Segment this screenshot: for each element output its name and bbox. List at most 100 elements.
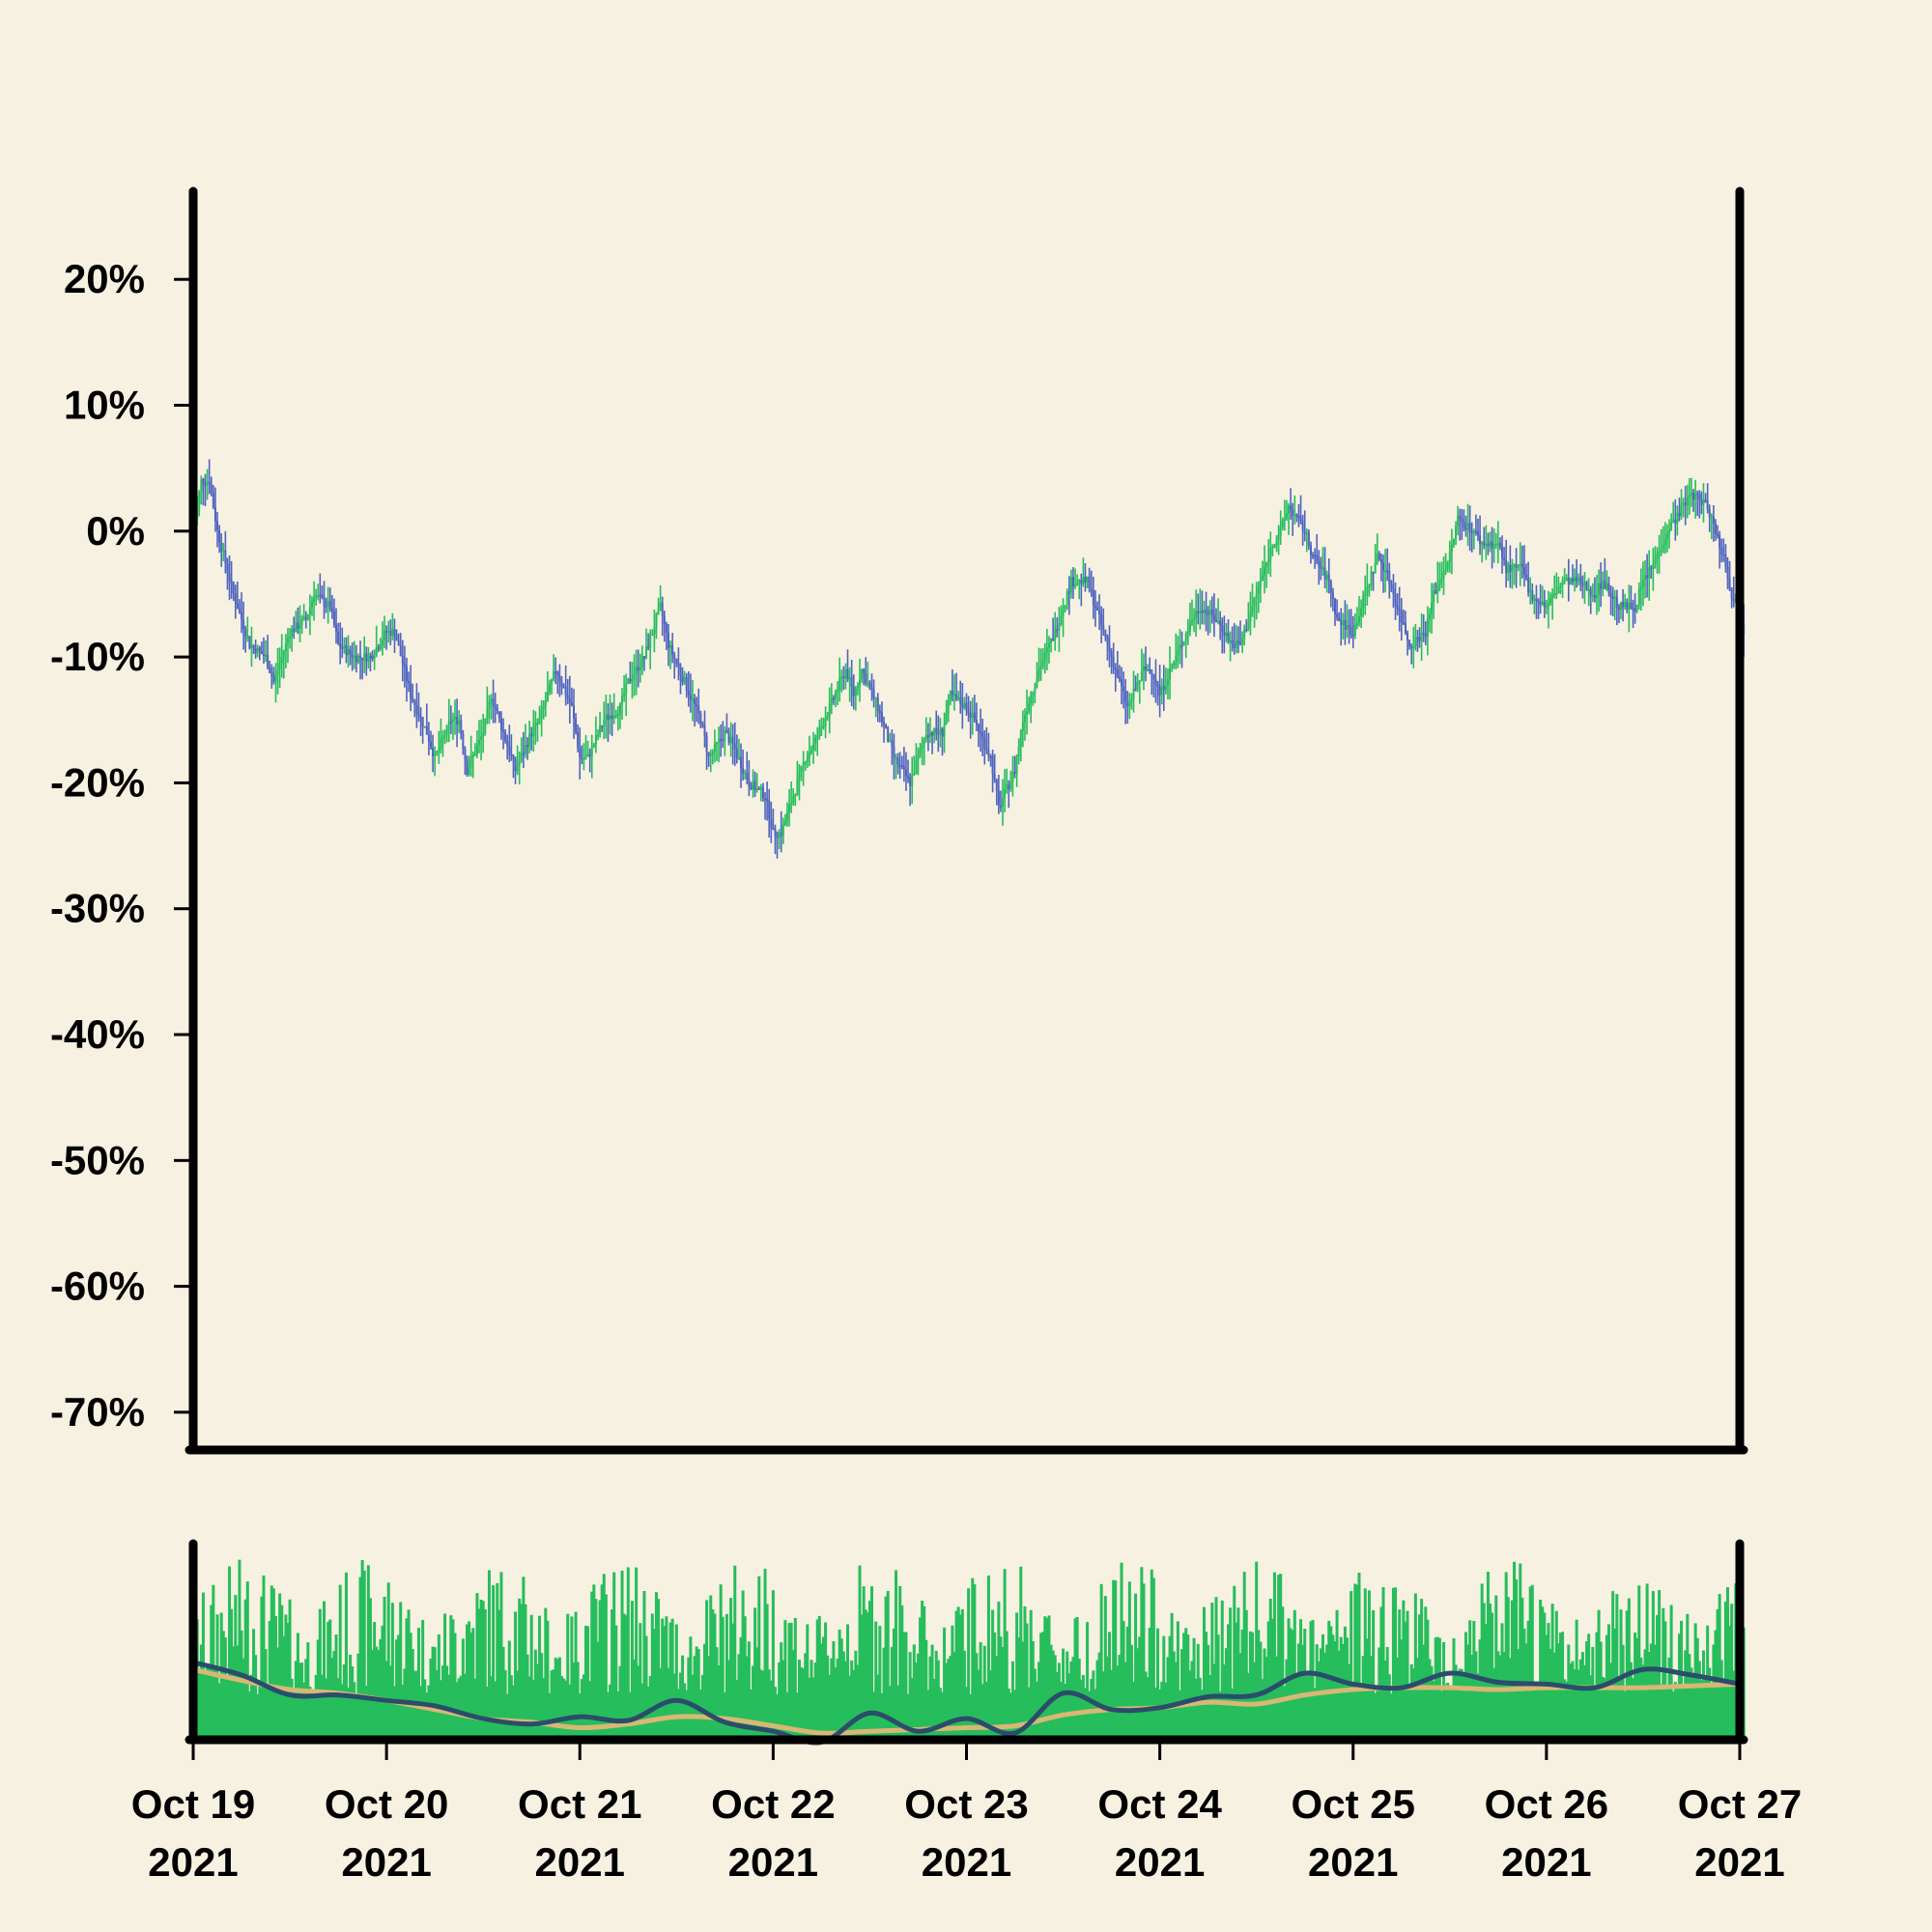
candle-body (1551, 594, 1554, 598)
candle-body (989, 755, 992, 758)
x-tick-label-year: 2021 (1501, 1839, 1591, 1885)
volume-bar (876, 1674, 880, 1740)
volume-bar (516, 1670, 520, 1740)
volume-bar (850, 1660, 854, 1740)
candle-body (1169, 668, 1172, 680)
candle-body (612, 715, 615, 719)
candle-body (381, 639, 384, 645)
candle-body (937, 732, 940, 735)
volume-bar (1007, 1689, 1010, 1740)
candle-body (1541, 601, 1544, 605)
candle-body (562, 686, 565, 689)
y-tick-label: -40% (50, 1011, 145, 1057)
volume-bar (427, 1685, 431, 1740)
candle-body (1665, 533, 1668, 540)
candle-body (744, 772, 747, 775)
volume-bar (1075, 1616, 1079, 1740)
candle-body (276, 669, 279, 674)
volume-bar (1567, 1644, 1571, 1740)
x-tick-label-date: Oct 27 (1678, 1781, 1802, 1827)
volume-bar (1116, 1665, 1120, 1740)
volume-bar (1017, 1637, 1021, 1740)
volume-bar (390, 1603, 394, 1740)
candle-body (300, 618, 303, 626)
candle-body (417, 714, 420, 717)
volume-bar (1482, 1603, 1486, 1740)
candle-body (238, 609, 241, 612)
candle-body (909, 777, 912, 786)
candle-body (1355, 622, 1358, 625)
candle-body (900, 765, 903, 768)
candle-body (679, 667, 682, 675)
volume-bar (1515, 1579, 1519, 1740)
volume-bar (1231, 1688, 1235, 1740)
candle-body (347, 648, 350, 656)
volume-bar (986, 1575, 990, 1740)
volume-bar (497, 1609, 501, 1740)
volume-bar (1690, 1667, 1693, 1740)
candle-body (1404, 623, 1406, 634)
candle-body (955, 694, 958, 699)
candle-body (863, 668, 866, 674)
candle-body (861, 668, 864, 680)
volume-bar (1214, 1597, 1218, 1740)
candle-body (438, 748, 440, 752)
volume-bar (672, 1673, 676, 1740)
volume-bar (771, 1590, 775, 1740)
volume-bar (663, 1626, 667, 1740)
candle-body (1515, 564, 1518, 568)
volume-bar (1502, 1652, 1506, 1740)
volume-bar (1097, 1652, 1101, 1740)
volume-bar (1166, 1657, 1170, 1740)
candle-body (1136, 681, 1139, 690)
candle-body (1476, 531, 1479, 535)
volume-panel: Oct 19 2021 Oct 20 2021 Oct 21 2021 Oct 22 2021… (131, 1539, 1802, 1885)
candle-body (234, 593, 237, 604)
volume-bar (1281, 1606, 1285, 1740)
candle-body (1340, 620, 1343, 626)
volume-bar (832, 1640, 836, 1740)
candle-body (282, 651, 285, 657)
candle-body (780, 832, 782, 837)
volume-bar (1716, 1608, 1719, 1740)
candle-body (1039, 667, 1042, 670)
candle-body (635, 666, 638, 674)
volume-bar (949, 1656, 952, 1740)
candle-body (241, 611, 243, 620)
candle-body (1487, 544, 1490, 547)
volume-bar (535, 1663, 539, 1740)
candle-body (713, 743, 716, 752)
candle-body (1702, 499, 1705, 505)
volume-bar (524, 1604, 527, 1740)
candle-body (1376, 553, 1378, 563)
candle-body (454, 716, 457, 720)
candle-body (506, 740, 509, 747)
candle-body (1581, 583, 1584, 586)
volume-bar (761, 1670, 765, 1740)
candle-body (1162, 685, 1165, 691)
volume-bar (445, 1665, 449, 1740)
candle-body (1672, 519, 1675, 523)
volume-bar (475, 1593, 479, 1740)
candle-body (1307, 532, 1310, 546)
volume-bar (1489, 1603, 1492, 1740)
volume-bar (494, 1681, 497, 1740)
volume-bar (1363, 1588, 1367, 1740)
volume-bar (1307, 1671, 1311, 1740)
candle-body (770, 818, 773, 829)
candle-body (1545, 606, 1548, 609)
candle-body (387, 630, 390, 633)
candle-body (883, 722, 886, 725)
x-tick-label-year: 2021 (148, 1839, 238, 1885)
volume-bar (1374, 1692, 1378, 1740)
volume-bar (1261, 1679, 1264, 1740)
volume-bar (1418, 1614, 1422, 1740)
volume-bar (338, 1584, 342, 1740)
volume-bar (719, 1584, 723, 1740)
volume-bar (355, 1693, 358, 1740)
volume-bar (347, 1688, 351, 1740)
candle-body (1680, 504, 1683, 517)
candle-body (1293, 514, 1296, 517)
candle-body (1257, 586, 1260, 594)
candle-body (941, 728, 944, 737)
